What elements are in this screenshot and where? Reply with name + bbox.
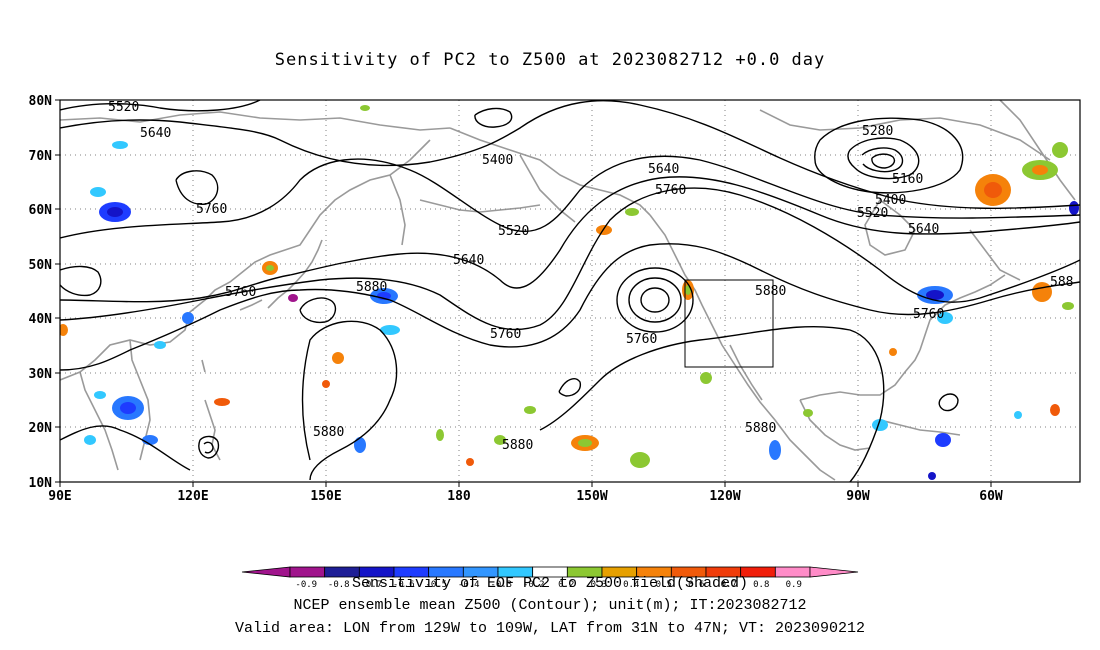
- contour-label: 5880: [313, 425, 344, 440]
- map-frame: [59, 99, 1081, 483]
- lon-label-120w: 120W: [709, 489, 740, 504]
- contour-label: 5880: [356, 280, 387, 295]
- lat-label-70n: 70N: [29, 149, 53, 164]
- shaded-sensitivity: [60, 105, 1079, 480]
- contour-label: 5760: [913, 307, 944, 322]
- contour-label: 5640: [140, 126, 171, 141]
- contour-label: 5640: [908, 222, 939, 237]
- contour-label: 5880: [502, 438, 533, 453]
- colorbar-tick-label: -0.7: [360, 580, 382, 590]
- contour-label: 5760: [655, 183, 686, 198]
- colorbar-tick-label: -0.3: [490, 580, 512, 590]
- lat-label-40n: 40N: [29, 312, 53, 327]
- lon-labels: 90E 120E 150E 180 150W 120W 90W 60W: [48, 489, 1003, 504]
- colorbar-caption: Sensitivity of EOF PC2 to Z500 field(Sha…: [351, 575, 749, 592]
- lat-label-30n: 30N: [29, 367, 53, 382]
- valid-area-box: [684, 279, 774, 368]
- contour-label: 5880: [745, 421, 776, 436]
- contour-label: 5760: [196, 202, 227, 217]
- contour-label: 5520: [857, 206, 888, 221]
- colorbar-tick-label: -0.2: [523, 580, 545, 590]
- colorbar-tick-label: -0.9: [295, 580, 317, 590]
- contour-label: 5760: [626, 332, 657, 347]
- colorbar: -0.9 -0.8 -0.7 -0.6 -0.5 -0.4 -0.3 -0.2 0.2 0.3 0.…: [241, 566, 859, 590]
- colorbar-tick-label: 0.8: [753, 580, 769, 590]
- lon-label-90e: 90E: [48, 489, 71, 504]
- lon-label-90w: 90W: [846, 489, 870, 504]
- z500-contours: [60, 100, 1080, 482]
- colorbar-tick-label: 0.9: [786, 580, 802, 590]
- contour-label: 5640: [648, 162, 679, 177]
- lat-label-20n: 20N: [29, 421, 53, 436]
- contour-label: 5520: [108, 100, 139, 115]
- contour-label: 5160: [892, 172, 923, 187]
- lat-label-60n: 60N: [29, 203, 53, 218]
- graticule: [60, 100, 1080, 482]
- contour-label: 5400: [482, 153, 513, 168]
- coastlines: [60, 100, 1076, 481]
- lat-labels: 80N 70N 60N 50N 40N 30N 20N 10N: [29, 94, 53, 491]
- lon-label-150e: 150E: [310, 489, 341, 504]
- lon-label-120e: 120E: [177, 489, 208, 504]
- lat-label-50n: 50N: [29, 258, 53, 273]
- map-title: Sensitivity of PC2 to Z500 at 2023082712…: [274, 50, 826, 70]
- lat-label-10n: 10N: [29, 476, 53, 491]
- footer-line-2: NCEP ensemble mean Z500 (Contour); unit(…: [293, 597, 807, 614]
- colorbar-tick-label: -0.5: [425, 580, 447, 590]
- contour-label-group: 5520 5640 5400 5640 5760 5280 5160 5400 …: [108, 100, 1073, 453]
- colorbar-tick-label: 0.7: [721, 580, 737, 590]
- contour-label: 5640: [453, 253, 484, 268]
- axis-ticks: [55, 99, 992, 487]
- contour-label: 5280: [862, 124, 893, 139]
- footer-line-3: Valid area: LON from 129W to 109W, LAT f…: [234, 620, 866, 637]
- colorbar-tick-label: 0.4: [623, 580, 639, 590]
- contour-label: 5880: [755, 284, 786, 299]
- contour-label: 5760: [490, 327, 521, 342]
- colorbar-tick-label: 0.3: [591, 580, 607, 590]
- lon-label-180: 180: [447, 489, 471, 504]
- colorbar-tick-label: 0.2: [558, 580, 574, 590]
- contour-label: 588: [1050, 275, 1073, 290]
- contour-label: 5400: [875, 193, 906, 208]
- contour-label: 5760: [225, 285, 256, 300]
- colorbar-tick-label: -0.8: [328, 580, 350, 590]
- colorbar-tick-label: 0.5: [656, 580, 672, 590]
- colorbar-tick-label: -0.4: [458, 580, 480, 590]
- contour-label: 5520: [498, 224, 529, 239]
- colorbar-tick-label: -0.6: [393, 580, 415, 590]
- lon-label-60w: 60W: [979, 489, 1003, 504]
- colorbar-max-arrow: [809, 566, 859, 578]
- lon-label-150w: 150W: [576, 489, 607, 504]
- lat-label-80n: 80N: [29, 94, 53, 109]
- colorbar-tick-label: 0.6: [688, 580, 704, 590]
